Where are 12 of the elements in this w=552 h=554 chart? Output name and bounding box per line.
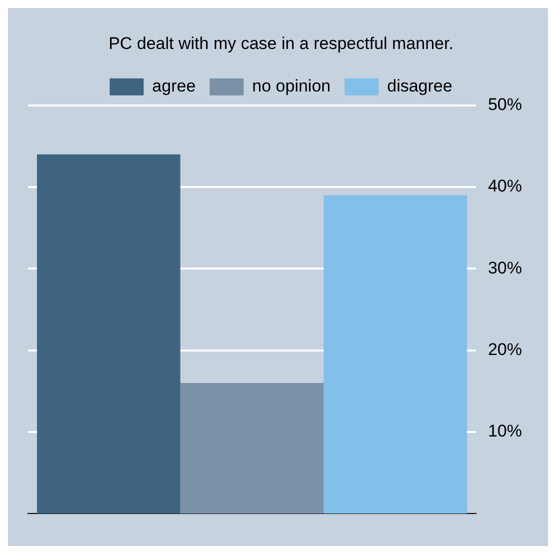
legend-label: disagree [387, 76, 452, 96]
y-tick-label: 20% [488, 340, 522, 360]
y-tick-label: 10% [488, 422, 522, 441]
y-tick-label: 40% [488, 176, 522, 196]
bar [180, 382, 324, 514]
bar [36, 154, 180, 514]
y-tick-label: 50% [488, 95, 522, 114]
y-tick-label: 30% [488, 258, 522, 278]
chart-title: PC dealt with my case in a respectful manner. [108, 34, 454, 53]
legend-label: agree [152, 76, 196, 96]
legend-label: no opinion [252, 76, 331, 96]
bar [324, 195, 468, 514]
